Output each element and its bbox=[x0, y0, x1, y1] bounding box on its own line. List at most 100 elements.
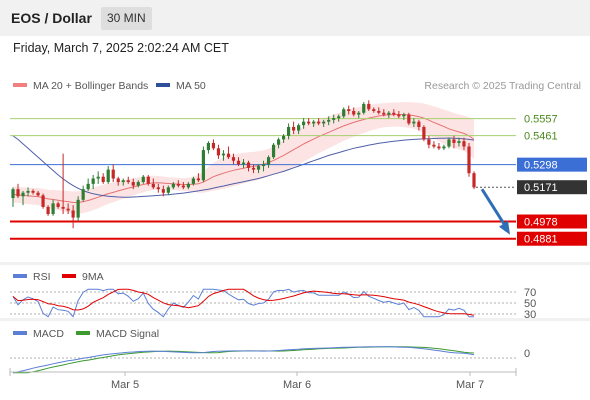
candle-body bbox=[402, 114, 406, 117]
candle-body bbox=[141, 176, 145, 183]
candle bbox=[116, 176, 120, 186]
candle-body bbox=[297, 125, 301, 131]
resistance-label-1: 0.5557 bbox=[524, 114, 558, 126]
candle-body bbox=[191, 178, 195, 184]
candle-body bbox=[26, 190, 30, 193]
candle bbox=[437, 142, 441, 151]
candle-body bbox=[286, 126, 291, 136]
legend-macd-label: MACD bbox=[33, 328, 64, 340]
candle bbox=[46, 205, 50, 216]
candle-body bbox=[201, 150, 206, 181]
candle-body bbox=[337, 116, 341, 119]
candle-body bbox=[412, 121, 416, 124]
candle bbox=[86, 178, 90, 191]
candle-body bbox=[457, 141, 461, 143]
candle bbox=[11, 187, 15, 207]
candle-body bbox=[281, 135, 286, 140]
candle bbox=[327, 116, 331, 126]
resistance-label-2: 0.5461 bbox=[524, 131, 558, 143]
candle bbox=[427, 135, 431, 149]
candle bbox=[412, 118, 416, 127]
candle-body bbox=[462, 141, 466, 147]
candle-body bbox=[251, 167, 256, 170]
candle bbox=[271, 142, 276, 159]
candle-body bbox=[427, 139, 431, 145]
candle-body bbox=[357, 112, 361, 115]
candle bbox=[101, 173, 105, 184]
current-price-label-bg bbox=[517, 180, 587, 195]
candle-body bbox=[161, 189, 165, 193]
candle bbox=[21, 190, 25, 206]
candle bbox=[347, 105, 351, 115]
candle-body bbox=[372, 109, 376, 111]
candle bbox=[302, 118, 306, 129]
candle-body bbox=[16, 189, 20, 197]
timeframe-button[interactable]: 30 MIN bbox=[101, 7, 152, 30]
candle bbox=[467, 142, 471, 177]
candle-body bbox=[166, 187, 170, 193]
candle-body bbox=[21, 192, 25, 197]
candle bbox=[357, 110, 361, 119]
candle-body bbox=[271, 144, 276, 158]
forecast-arrow-head bbox=[499, 220, 510, 235]
candle bbox=[226, 146, 231, 159]
rsi-level-label: 50 bbox=[524, 298, 536, 310]
candle bbox=[337, 114, 341, 122]
candle bbox=[56, 201, 60, 209]
candle bbox=[221, 150, 226, 161]
candle bbox=[377, 107, 381, 115]
macd-line bbox=[12, 346, 475, 374]
candle-body bbox=[156, 187, 160, 190]
candle-body bbox=[312, 121, 316, 124]
candle-body bbox=[121, 180, 125, 183]
candle bbox=[276, 137, 281, 149]
candle-body bbox=[96, 176, 100, 179]
candle-body bbox=[221, 153, 226, 156]
pivot-label: 0.5298 bbox=[524, 160, 558, 172]
candle-body bbox=[176, 183, 180, 186]
legend-rsi: RSI bbox=[13, 271, 51, 283]
candle bbox=[402, 112, 406, 120]
candle-body bbox=[292, 126, 296, 131]
candle-body bbox=[131, 182, 135, 186]
candle bbox=[362, 102, 366, 115]
candle-body bbox=[91, 178, 95, 184]
candle bbox=[136, 180, 140, 188]
candle-body bbox=[36, 192, 40, 196]
candle bbox=[312, 119, 316, 127]
legend-swatch-rsi-ma bbox=[62, 274, 76, 279]
legend-rsi-ma-label: 9MA bbox=[82, 271, 104, 283]
candle bbox=[442, 144, 446, 151]
candle-body bbox=[11, 189, 15, 199]
x-tick-label: Mar 5 bbox=[111, 379, 139, 391]
candle bbox=[161, 185, 165, 197]
candle bbox=[51, 199, 55, 216]
candle-body bbox=[472, 173, 476, 188]
candle bbox=[66, 203, 70, 215]
candle bbox=[352, 107, 356, 117]
candle-body bbox=[422, 126, 426, 140]
candle bbox=[201, 146, 206, 183]
candle bbox=[342, 107, 346, 119]
macd-zero-label: 0 bbox=[524, 348, 530, 360]
candle bbox=[432, 141, 436, 149]
legend-ma50-label: MA 50 bbox=[176, 80, 206, 92]
candle-body bbox=[51, 203, 55, 215]
candle-body bbox=[266, 157, 271, 165]
candle-body bbox=[126, 180, 130, 183]
candle-body bbox=[397, 114, 401, 117]
legend-rsi-ma: 9MA bbox=[62, 271, 104, 283]
candle-body bbox=[86, 183, 90, 190]
candle-body bbox=[352, 110, 356, 115]
candle-body bbox=[231, 157, 236, 161]
candle-body bbox=[407, 114, 411, 124]
candle-body bbox=[447, 139, 451, 147]
candle bbox=[292, 121, 296, 135]
legend-ma50: MA 50 bbox=[156, 80, 206, 92]
candle-body bbox=[432, 144, 436, 147]
candle-body bbox=[377, 110, 381, 113]
candle-body bbox=[392, 112, 396, 115]
legend-swatch-rsi bbox=[13, 274, 27, 279]
top-bar bbox=[0, 0, 590, 36]
